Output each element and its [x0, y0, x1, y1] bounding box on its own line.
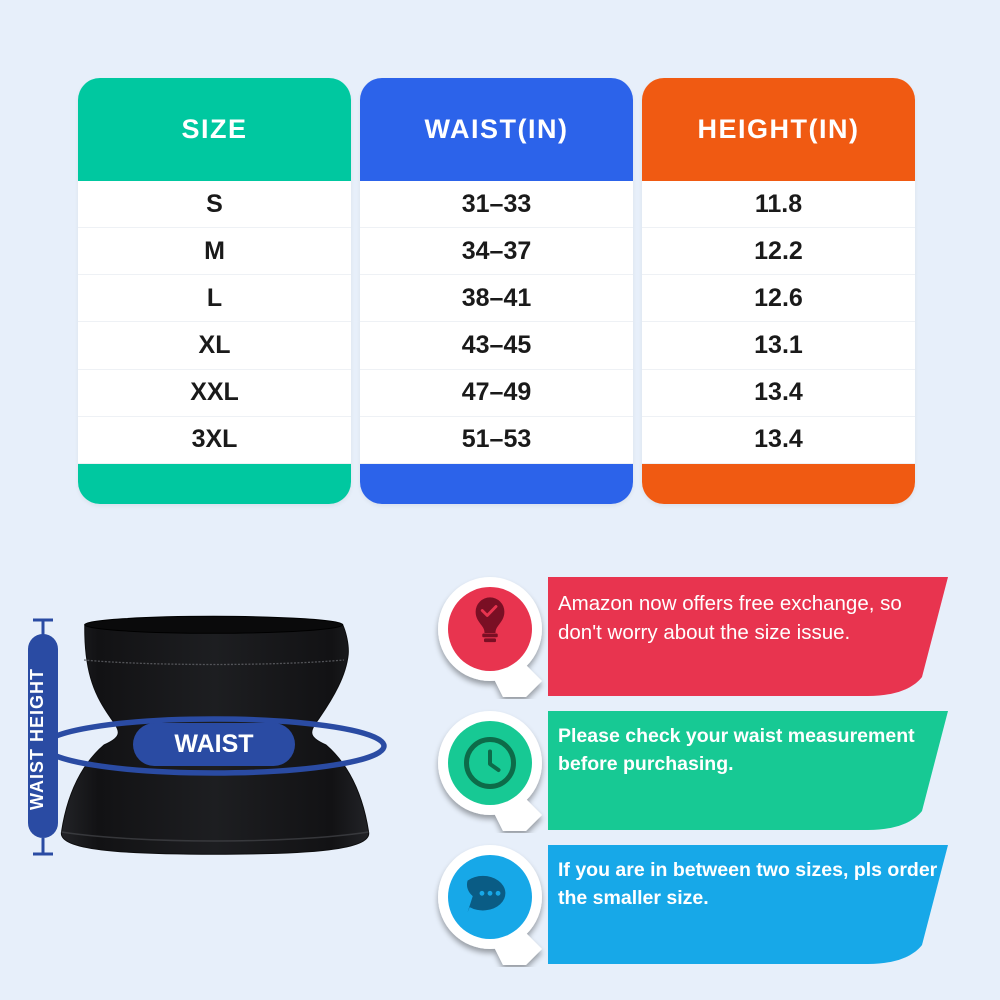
svg-text:WAIST: WAIST — [174, 730, 253, 758]
svg-text:WAIST HEIGHT: WAIST HEIGHT — [27, 668, 47, 810]
